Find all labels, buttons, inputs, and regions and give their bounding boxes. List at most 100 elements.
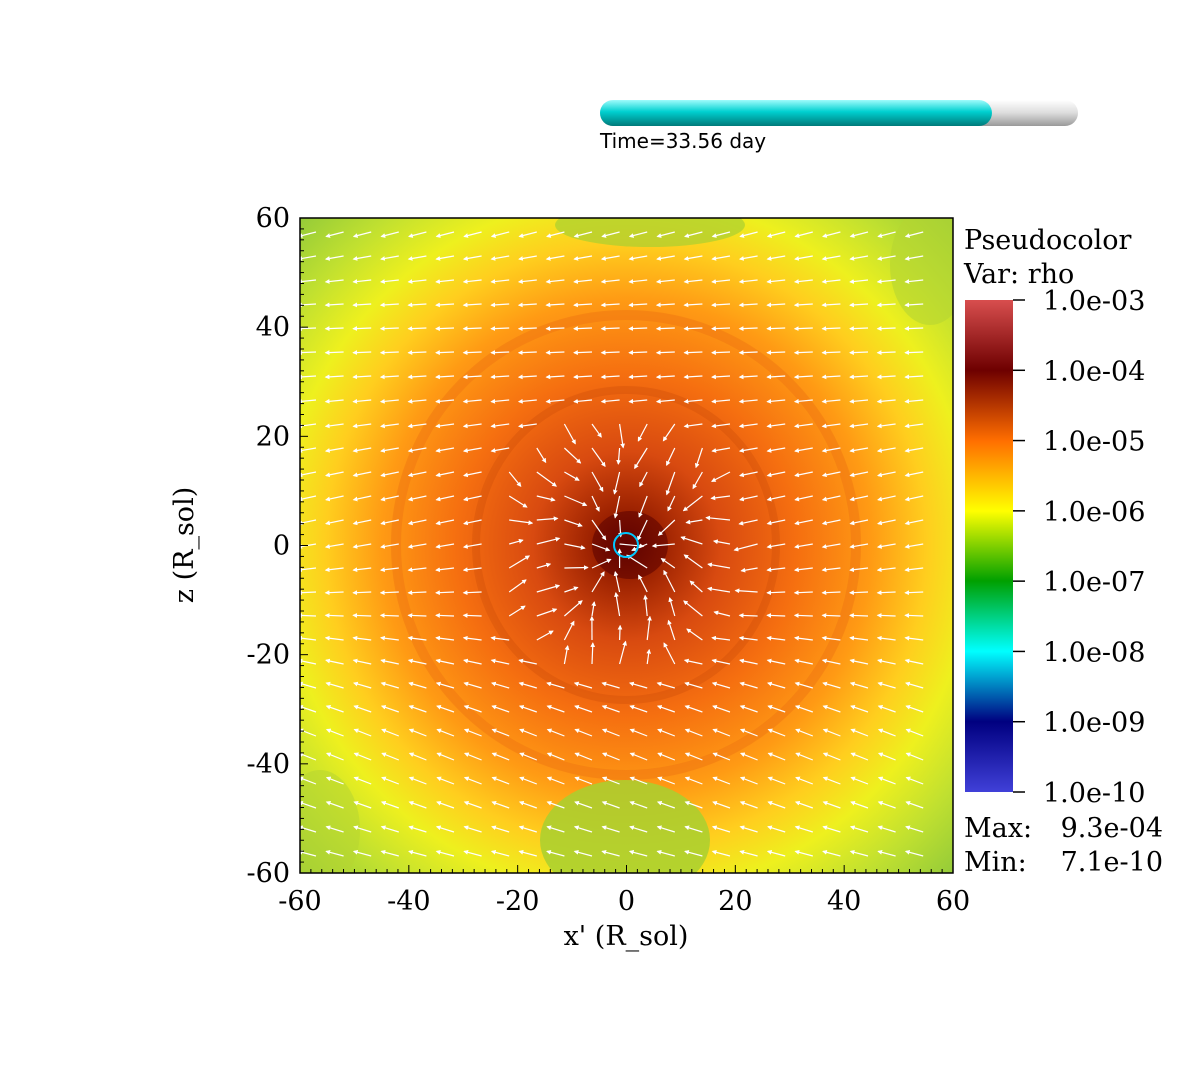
velocity-arrow [639, 471, 648, 488]
velocity-arrow [352, 590, 372, 596]
velocity-arrow [766, 567, 786, 573]
velocity-arrow [877, 728, 896, 737]
velocity-arrow [518, 681, 537, 689]
velocity-arrow [766, 374, 786, 380]
velocity-arrow [352, 681, 372, 689]
velocity-arrow [462, 543, 482, 549]
velocity-arrow [766, 423, 786, 429]
velocity-arrow [767, 752, 786, 761]
velocity-arrow [822, 728, 841, 737]
velocity-arrow [794, 471, 813, 478]
velocity-arrow [324, 613, 344, 618]
velocity-arrow [300, 801, 317, 809]
velocity-arrow [462, 423, 482, 429]
velocity-arrow [876, 590, 896, 596]
velocity-arrow [821, 543, 841, 549]
velocity-arrow [300, 495, 317, 502]
colorbar [965, 300, 1013, 792]
velocity-arrow [545, 279, 565, 284]
velocity-arrow [793, 302, 813, 308]
velocity-arrow [324, 635, 344, 641]
velocity-arrow [463, 658, 482, 665]
velocity-arrow [739, 495, 758, 502]
velocity-arrow [628, 255, 648, 261]
velocity-arrow [436, 705, 455, 713]
velocity-arrow [508, 605, 526, 617]
velocity-arrow [381, 776, 400, 785]
velocity-arrow [849, 543, 869, 549]
velocity-arrow [643, 594, 648, 617]
velocity-arrow [546, 231, 565, 238]
velocity-arrow [877, 681, 896, 689]
velocity-arrow [711, 658, 731, 665]
velocity-arrow [324, 567, 344, 573]
velocity-arrow [904, 495, 924, 502]
velocity-arrow [905, 705, 924, 713]
velocity-arrow [683, 326, 703, 331]
time-slider[interactable] [600, 100, 1078, 126]
velocity-arrow [767, 825, 786, 833]
colorbar-tick-label: 1.0e-05 [1043, 427, 1145, 458]
legend-max-value: 9.3e-04 [1061, 813, 1163, 844]
velocity-arrow [300, 279, 317, 284]
velocity-arrow [821, 326, 841, 331]
velocity-arrow [904, 590, 924, 596]
velocity-arrow [613, 495, 621, 519]
velocity-arrow [739, 752, 758, 761]
velocity-arrow [545, 350, 565, 355]
velocity-arrow [849, 374, 869, 380]
velocity-arrow [518, 231, 537, 238]
velocity-arrow [573, 398, 593, 404]
velocity-arrow [849, 681, 869, 689]
velocity-arrow [300, 705, 317, 713]
velocity-arrow [435, 231, 455, 238]
velocity-arrow [462, 613, 482, 618]
velocity-arrow [684, 801, 703, 809]
velocity-arrow [876, 543, 896, 549]
velocity-arrow [591, 571, 605, 593]
velocity-arrow [564, 471, 580, 481]
velocity-arrow [822, 850, 841, 857]
velocity-arrow [656, 801, 676, 809]
velocity-arrow [821, 423, 841, 429]
velocity-arrow [353, 752, 372, 761]
velocity-arrow [657, 519, 676, 536]
legend-min-label: Min: [964, 847, 1027, 878]
velocity-arrow [904, 658, 924, 665]
velocity-arrow [631, 543, 648, 552]
velocity-arrow [300, 398, 317, 404]
velocity-arrow [408, 776, 427, 785]
velocity-arrow [629, 825, 648, 833]
velocity-arrow [646, 648, 652, 665]
velocity-arrow [573, 825, 593, 833]
density-lobe-top [555, 218, 745, 247]
velocity-arrow [435, 519, 455, 526]
velocity-arrow [655, 374, 675, 380]
velocity-arrow [407, 613, 427, 618]
velocity-arrow [490, 374, 510, 380]
velocity-arrow [435, 613, 455, 618]
velocity-arrow [463, 705, 482, 713]
velocity-arrow [904, 279, 924, 284]
velocity-arrow [684, 705, 703, 713]
velocity-arrow [573, 302, 593, 308]
velocity-arrow [600, 279, 620, 284]
velocity-arrow [767, 801, 786, 809]
velocity-arrow [683, 600, 703, 617]
velocity-arrow [877, 801, 896, 809]
velocity-arrow [300, 423, 317, 429]
velocity-arrow [739, 728, 758, 737]
velocity-arrow [300, 728, 317, 737]
velocity-arrow [733, 543, 758, 552]
velocity-arrow [822, 776, 841, 785]
velocity-arrow [738, 519, 758, 526]
velocity-arrow [407, 543, 427, 549]
velocity-arrow [324, 590, 344, 596]
velocity-arrow [713, 610, 731, 617]
velocity-arrow [766, 681, 786, 689]
velocity-arrow [651, 543, 675, 549]
velocity-arrow [380, 255, 399, 261]
velocity-arrow [794, 447, 813, 453]
velocity-arrow [436, 752, 455, 761]
velocity-arrow [849, 613, 869, 618]
